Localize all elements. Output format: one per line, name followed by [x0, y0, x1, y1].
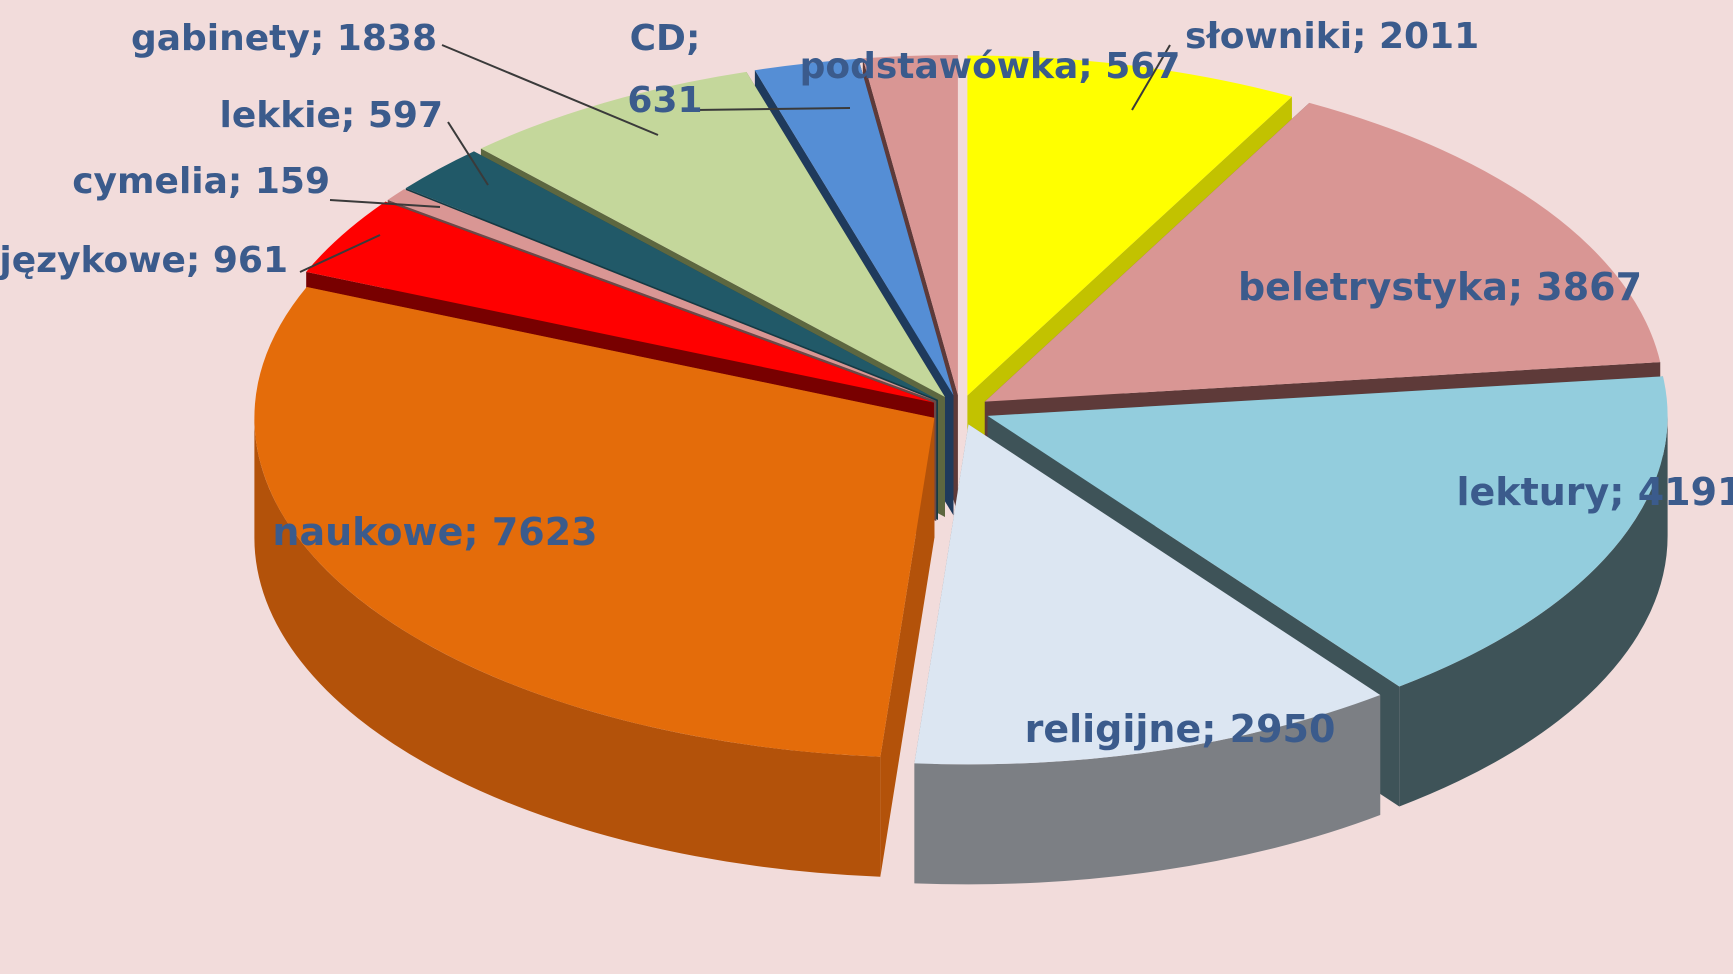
- data-label-naukowe: naukowe; 7623: [272, 510, 597, 554]
- data-label-słowniki: słowniki; 2011: [1185, 16, 1479, 57]
- data-label-lektury: lektury; 4191: [1457, 470, 1733, 514]
- data-label-beletrystyka: beletrystyka; 3867: [1238, 265, 1642, 309]
- data-label-cymelia: cymelia; 159: [72, 161, 330, 202]
- data-label-religijne: religijne; 2950: [1025, 707, 1336, 751]
- data-label-gabinety: gabinety; 1838: [131, 18, 437, 59]
- data-label-językowe: językowe; 961: [0, 240, 288, 281]
- data-label-podstawówka: podstawówka; 567: [800, 46, 1181, 87]
- data-label-cd-line1: CD;: [630, 18, 701, 59]
- data-label-cd-line2: 631: [627, 80, 702, 121]
- slice-tops: [254, 55, 1667, 764]
- data-label-lekkie: lekkie; 597: [220, 95, 443, 136]
